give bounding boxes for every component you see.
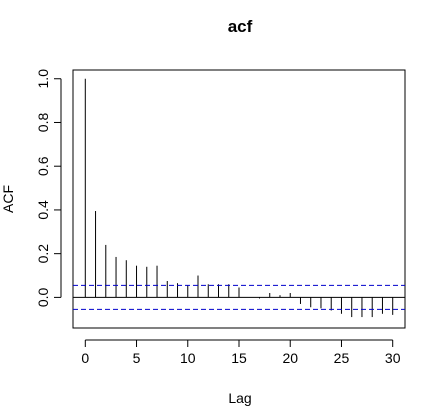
y-axis-label: ACF (0, 185, 16, 213)
y-tick-label-2: 0.4 (35, 200, 51, 220)
chart-title: acf (228, 17, 253, 36)
x-tick-label-0: 0 (81, 350, 89, 366)
y-tick-label-1: 0.2 (35, 244, 51, 264)
y-tick-label-5: 1.0 (35, 69, 51, 89)
y-axis: 0.0 0.2 0.4 0.6 0.8 1.0 (35, 69, 62, 307)
x-tick-label-30: 30 (385, 350, 401, 366)
x-tick-label-25: 25 (334, 350, 350, 366)
x-axis: 0 5 10 15 20 25 30 (81, 339, 401, 366)
x-tick-label-10: 10 (180, 350, 196, 366)
x-tick-label-15: 15 (231, 350, 247, 366)
x-tick-label-5: 5 (133, 350, 141, 366)
x-axis-label: Lag (228, 390, 251, 406)
y-tick-label-4: 0.8 (35, 113, 51, 133)
acf-bars (84, 78, 394, 318)
x-tick-label-20: 20 (282, 350, 298, 366)
y-tick-label-3: 0.6 (35, 156, 51, 176)
plot-frame (72, 69, 406, 329)
confidence-bounds (73, 284, 405, 310)
y-tick-label-0: 0.0 (35, 287, 51, 307)
